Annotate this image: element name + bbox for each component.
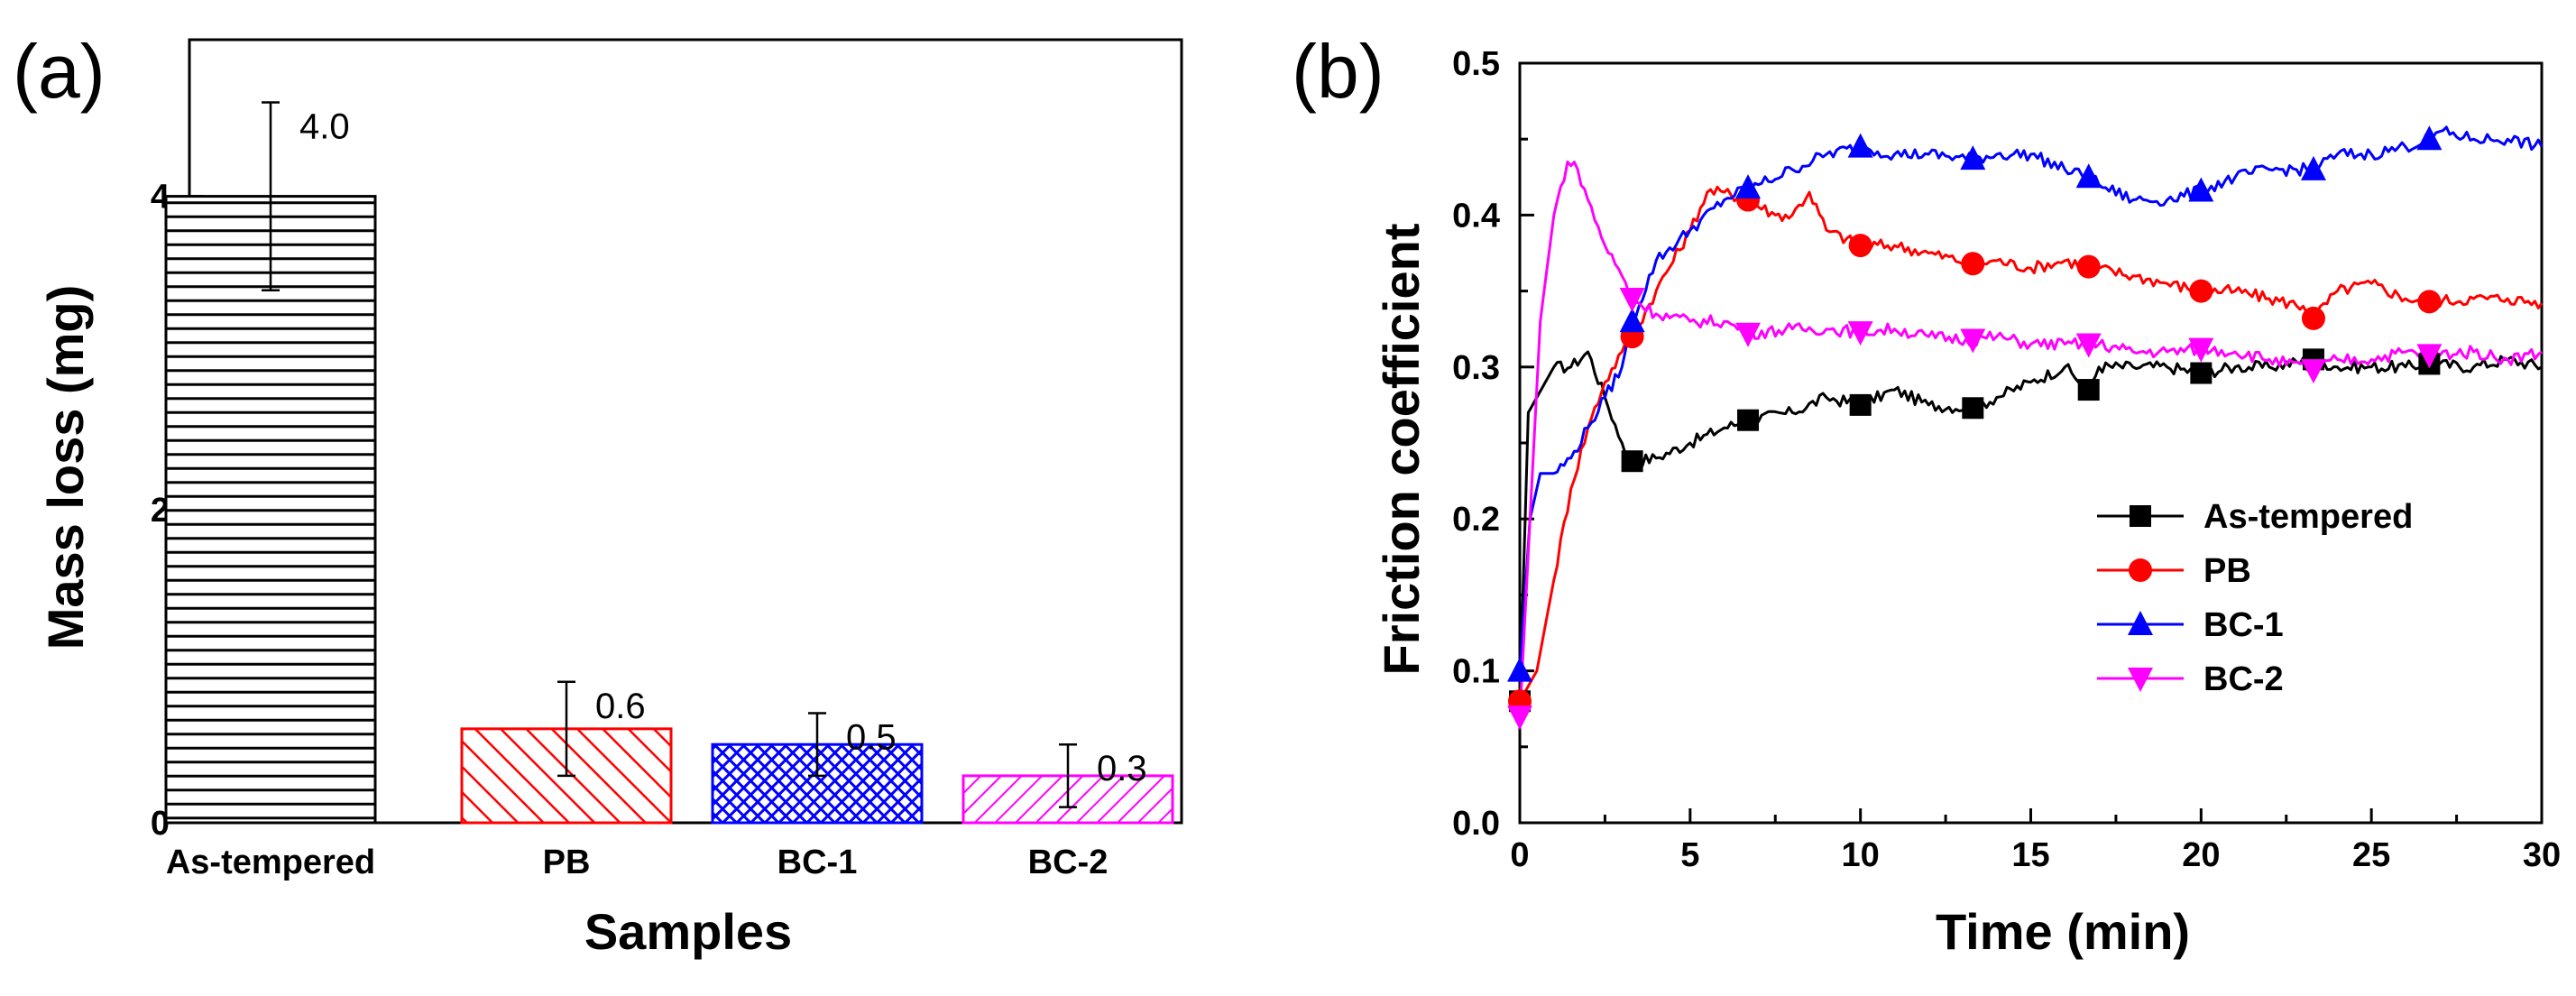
bar-value-label: 4.0 — [299, 106, 350, 146]
data-point-bc-2 — [1847, 321, 1873, 346]
panel-b-ylabel: Friction coefficient — [1373, 224, 1430, 676]
data-point-bc-2 — [2075, 333, 2102, 358]
data-point-bc-2 — [2188, 337, 2214, 363]
data-point-bc-1 — [1507, 657, 1532, 682]
panel-b-xlabel: Time (min) — [1936, 903, 2190, 960]
bar-value-label: 0.5 — [846, 717, 897, 757]
data-point-pb — [2301, 306, 2325, 330]
panel-b-xtick-label: 0 — [1510, 836, 1529, 874]
panel-b-xtick-label: 5 — [1680, 836, 1699, 874]
panel-b-line-chart: 0 5 10 15 20 25 30 0.0 0.1 0.2 0.3 0.4 0.5 As-tempere… — [1452, 45, 2561, 874]
legend-marker — [2128, 611, 2153, 635]
bar-as-tempered — [164, 195, 377, 825]
legend-entry-bc-2: BC-2 — [2203, 660, 2284, 698]
data-point-pb — [1961, 252, 1985, 276]
data-point-as-tempered — [1621, 450, 1643, 473]
data-point-bc-2 — [1735, 322, 1762, 347]
series-line-bc-2 — [1518, 161, 2543, 717]
bar-value-label: 0.3 — [1097, 749, 1147, 788]
data-point-bc-2 — [1960, 328, 1986, 354]
data-point-as-tempered — [1962, 397, 1984, 420]
panel-b-xtick-label: 10 — [1842, 836, 1880, 874]
data-point-pb — [2417, 290, 2442, 314]
panel-a-xtick-label: PB — [543, 844, 591, 881]
data-point-bc-1 — [1960, 145, 1986, 171]
panel-a-xtick-label: As-tempered — [166, 844, 375, 881]
data-point-as-tempered — [2077, 379, 2100, 401]
bar-value-label: 0.6 — [595, 687, 646, 726]
legend-marker — [2128, 668, 2153, 692]
panel-a-xlabel: Samples — [584, 903, 792, 960]
data-point-bc-1 — [1847, 133, 1873, 158]
series-line-as-tempered — [1518, 350, 2543, 702]
series-line-bc-1 — [1518, 125, 2544, 671]
data-point-bc-1 — [2075, 163, 2102, 189]
data-point-pb — [2189, 279, 2213, 303]
data-point-as-tempered — [2190, 362, 2213, 384]
legend-marker — [2129, 558, 2152, 582]
data-point-bc-2 — [2416, 344, 2443, 369]
data-point-bc-1 — [2188, 177, 2214, 202]
data-point-pb — [1848, 234, 1872, 258]
legend-marker — [2130, 505, 2151, 527]
panel-b-xtick-label: 25 — [2352, 836, 2390, 874]
data-point-bc-1 — [2416, 125, 2443, 151]
series-line-pb — [1518, 185, 2544, 703]
legend-entry-bc-1: BC-1 — [2203, 606, 2284, 644]
panel-b-ytick-label: 0.1 — [1452, 653, 1500, 691]
panel-b-xtick-label: 20 — [2182, 836, 2220, 874]
panel-a-label: (a) — [13, 29, 106, 114]
panel-b-frame — [1518, 61, 2544, 825]
panel-a-ylabel: Mass loss (mg) — [37, 285, 94, 650]
panel-b-ytick-label: 0.0 — [1452, 805, 1500, 843]
panel-a-xtick-label: BC-2 — [1028, 844, 1109, 881]
panel-b-xtick-label: 15 — [2011, 836, 2049, 874]
panel-b-ytick-label: 0.4 — [1452, 197, 1500, 235]
data-point-bc-2 — [1507, 706, 1532, 731]
data-point-bc-2 — [2300, 359, 2326, 384]
panel-b-label: (b) — [1292, 29, 1385, 114]
panel-a-xtick-label: BC-1 — [777, 844, 858, 881]
panel-b-ytick-label: 0.5 — [1452, 45, 1500, 83]
data-point-as-tempered — [1849, 393, 1872, 416]
panel-b-xtick-label: 30 — [2523, 836, 2561, 874]
panel-b-ytick-label: 0.2 — [1452, 501, 1500, 539]
legend-entry-pb: PB — [2203, 552, 2251, 590]
legend-entry-as-tempered: As-tempered — [2203, 498, 2413, 536]
data-point-pb — [2076, 254, 2101, 279]
panel-b-ytick-label: 0.3 — [1452, 349, 1500, 387]
data-point-bc-1 — [2300, 155, 2326, 180]
data-point-bc-1 — [1619, 308, 1645, 333]
data-point-bc-2 — [1619, 288, 1645, 313]
data-point-as-tempered — [1737, 409, 1760, 431]
data-point-bc-1 — [1735, 174, 1762, 199]
